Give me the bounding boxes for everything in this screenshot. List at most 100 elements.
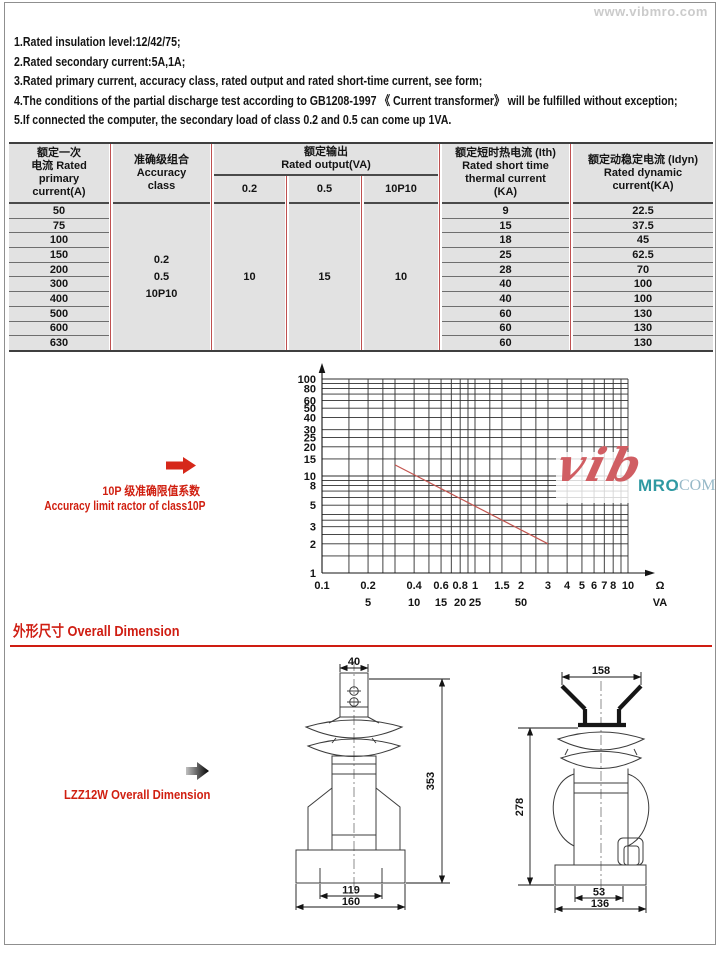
svg-text:5: 5 <box>579 580 585 592</box>
svg-text:5: 5 <box>310 500 316 512</box>
chart-axes <box>318 363 655 577</box>
table-cell: 50 <box>9 204 109 219</box>
watermark-url: www.vibmro.com <box>593 4 708 19</box>
red-arrow-icon <box>166 457 196 479</box>
chart-series <box>394 464 549 545</box>
column-separator <box>438 144 442 350</box>
svg-text:20: 20 <box>304 442 316 454</box>
table-cell: 400 <box>9 292 109 307</box>
table-cell: 130 <box>573 336 713 350</box>
dim-bottom-inner: 53 <box>593 887 605 899</box>
table-cell: 15 <box>442 218 569 234</box>
section-divider <box>10 645 712 647</box>
dim-height: 353 <box>425 772 437 790</box>
svg-text:10: 10 <box>408 597 420 609</box>
svg-text:100: 100 <box>298 374 316 386</box>
spec-table: 额定一次 电流 Rated primary current(A) 50 75 1… <box>9 142 713 352</box>
table-cell: 75 <box>9 218 109 234</box>
rated-output-values: 10 15 10 <box>214 204 438 350</box>
table-cell: 60 <box>442 321 569 337</box>
logo-script-icon: vib <box>551 438 651 492</box>
table-cell: 600 <box>9 321 109 337</box>
section-title: 外形尺寸 Overall Dimension <box>13 623 180 640</box>
col-accuracy-class: 准确级组合 Accuracy class 0.2 0.5 10P10 <box>113 144 210 350</box>
svg-text:25: 25 <box>469 597 481 609</box>
table-cell: 70 <box>573 262 713 278</box>
table-cell: 130 <box>573 321 713 337</box>
svg-text:0.2: 0.2 <box>360 580 375 592</box>
subheader-0-5: 0.5 <box>289 176 360 204</box>
table-cell: 60 <box>442 336 569 350</box>
svg-text:30: 30 <box>304 425 316 437</box>
col-primary-current: 额定一次 电流 Rated primary current(A) 50 75 1… <box>9 144 109 350</box>
dim-height: 278 <box>514 798 526 816</box>
column-separator <box>569 144 573 350</box>
table-cell: 45 <box>573 233 713 249</box>
front-view-dimension-lines <box>295 664 450 911</box>
header-rated-output: 额定输出 Rated output(VA) <box>214 144 438 176</box>
table-cell: 150 <box>9 248 109 263</box>
svg-text:10: 10 <box>304 471 316 483</box>
svg-text:0.6: 0.6 <box>433 580 448 592</box>
col-rated-output-group: 额定输出 Rated output(VA) 0.2 0.5 10P10 10 1… <box>214 144 438 350</box>
svg-text:2: 2 <box>518 580 524 592</box>
column-separator <box>210 144 214 350</box>
note-item: 1.Rated insulation level:12/42/75; <box>14 35 181 49</box>
header-short-time-current: 额定短时热电流 (Ith) Rated short time thermal c… <box>442 144 569 204</box>
table-cell: 18 <box>442 233 569 249</box>
svg-text:10: 10 <box>622 580 634 592</box>
svg-text:8: 8 <box>610 580 616 592</box>
dim-width-top: 40 <box>348 656 360 668</box>
note-item: 4.The conditions of the partial discharg… <box>14 93 678 108</box>
svg-text:Ω: Ω <box>656 580 665 592</box>
table-cell: 130 <box>573 306 713 322</box>
output-value-0-5: 15 <box>289 204 360 350</box>
svg-text:1: 1 <box>472 580 478 592</box>
svg-text:3: 3 <box>545 580 551 592</box>
annotation-line-en: Accuracy limit ractor of class10P <box>44 499 206 513</box>
table-cell: 37.5 <box>573 218 713 234</box>
table-cell: 500 <box>9 306 109 322</box>
subheader-0-2: 0.2 <box>214 176 285 204</box>
svg-text:60: 60 <box>304 396 316 408</box>
dim-bottom-outer: 136 <box>591 898 609 910</box>
table-cell: 100 <box>9 233 109 249</box>
svg-text:25: 25 <box>304 432 316 444</box>
watermark-logo: vib MRO .COM <box>551 438 715 503</box>
svg-text:4: 4 <box>564 580 571 592</box>
terminal-clamp <box>560 684 643 728</box>
table-cell: 40 <box>442 292 569 307</box>
svg-text:3: 3 <box>310 522 316 534</box>
page-border <box>4 2 716 945</box>
svg-text:50: 50 <box>304 403 316 415</box>
side-view-body <box>552 731 650 886</box>
header-accuracy-class: 准确级组合 Accuracy class <box>113 144 210 204</box>
col-dynamic-current: 额定动稳定电流 (Idyn) Rated dynamic current(KA)… <box>573 144 713 350</box>
svg-text:VA: VA <box>653 597 668 609</box>
column-separator <box>360 204 364 350</box>
svg-text:20: 20 <box>454 597 466 609</box>
table-cell: 100 <box>573 292 713 307</box>
header-primary-current: 额定一次 电流 Rated primary current(A) <box>9 144 109 204</box>
side-view-drawing: 158 278 53 136 <box>514 665 650 913</box>
svg-text:2: 2 <box>310 539 316 551</box>
output-value-0-2: 10 <box>214 204 285 350</box>
table-cell: 62.5 <box>573 248 713 263</box>
svg-text:1.5: 1.5 <box>494 580 509 592</box>
svg-text:5: 5 <box>365 597 371 609</box>
svg-text:0.1: 0.1 <box>314 580 329 592</box>
column-separator <box>360 176 364 204</box>
notes-list: 1.Rated insulation level:12/42/75; 2.Rat… <box>14 33 720 131</box>
annotation-line-cn: 10P 级准确限值系数 <box>102 484 200 498</box>
svg-text:40: 40 <box>304 413 316 425</box>
svg-text:15: 15 <box>435 597 447 609</box>
svg-text:1: 1 <box>310 568 316 580</box>
chart-annotation: 10P 级准确限值系数 Accuracy limit ractor of cla… <box>10 482 206 513</box>
table-cell: 9 <box>442 204 569 219</box>
table-cell: 200 <box>9 262 109 278</box>
accuracy-class-value: 0.2 0.5 10P10 <box>113 204 210 350</box>
table-cell: 25 <box>442 248 569 263</box>
note-item: 2.Rated secondary current:5A,1A; <box>14 54 186 69</box>
